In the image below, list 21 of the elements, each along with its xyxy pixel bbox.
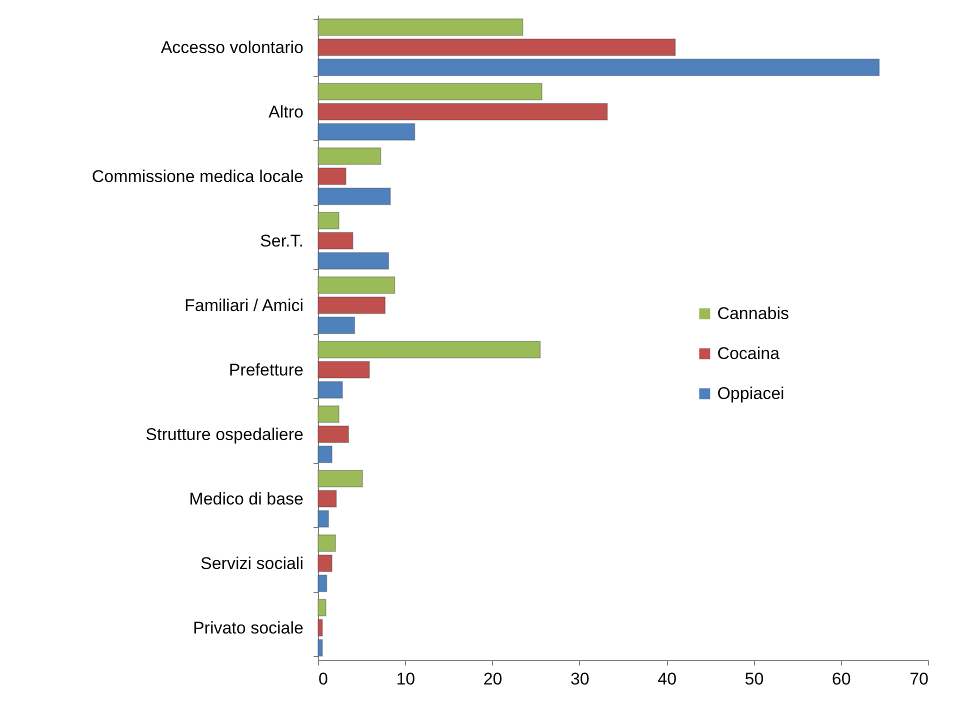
legend-label: Oppiacei: [717, 384, 784, 403]
y-tick-label: Accesso volontario: [160, 38, 304, 57]
y-tick-label: Prefetture: [228, 360, 304, 380]
x-tick-label: 20: [483, 670, 502, 688]
x-tick-label: 50: [744, 670, 764, 688]
x-tick-label: 30: [570, 670, 590, 688]
y-tick-label: Commissione medica locale: [92, 166, 304, 186]
y-tick-label: Strutture ospedaliere: [146, 424, 304, 444]
x-tick-label: 60: [832, 670, 851, 688]
y-tick-label: Altro: [268, 102, 304, 122]
y-tick-label: Servizi sociali: [200, 554, 304, 573]
x-tick-label: 40: [658, 670, 677, 688]
legend-label: Cocaina: [717, 344, 780, 363]
y-tick-label: Medico di base: [189, 489, 304, 508]
y-tick-label: Privato sociale: [192, 618, 304, 638]
y-tick-label: Ser.T.: [260, 231, 304, 250]
x-tick-label: 70: [910, 670, 928, 688]
x-tick-label: 0: [318, 670, 328, 688]
legend-label: Cannabis: [717, 304, 790, 323]
x-tick-label: 10: [396, 670, 416, 688]
y-tick-label: Familiari / Amici: [184, 296, 304, 315]
